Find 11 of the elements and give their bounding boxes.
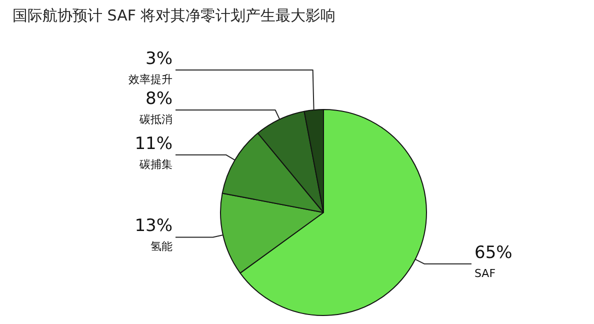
data-label: 3% bbox=[146, 48, 173, 69]
slice-label: SAF bbox=[474, 266, 496, 280]
data-label: 65% bbox=[474, 242, 512, 263]
data-label: 11% bbox=[134, 134, 173, 154]
slice-label: 氢能 bbox=[150, 240, 172, 254]
slice-label: 效率提升 bbox=[128, 72, 172, 86]
data-label: 8% bbox=[146, 88, 173, 109]
slice-label: 碳抵消 bbox=[138, 112, 172, 126]
slice-label: 碳捕集 bbox=[138, 158, 172, 171]
data-label: 13% bbox=[134, 216, 173, 236]
chart-title: 国际航协预计 SAF 将对其净零计划产生最大影响 bbox=[12, 6, 336, 24]
